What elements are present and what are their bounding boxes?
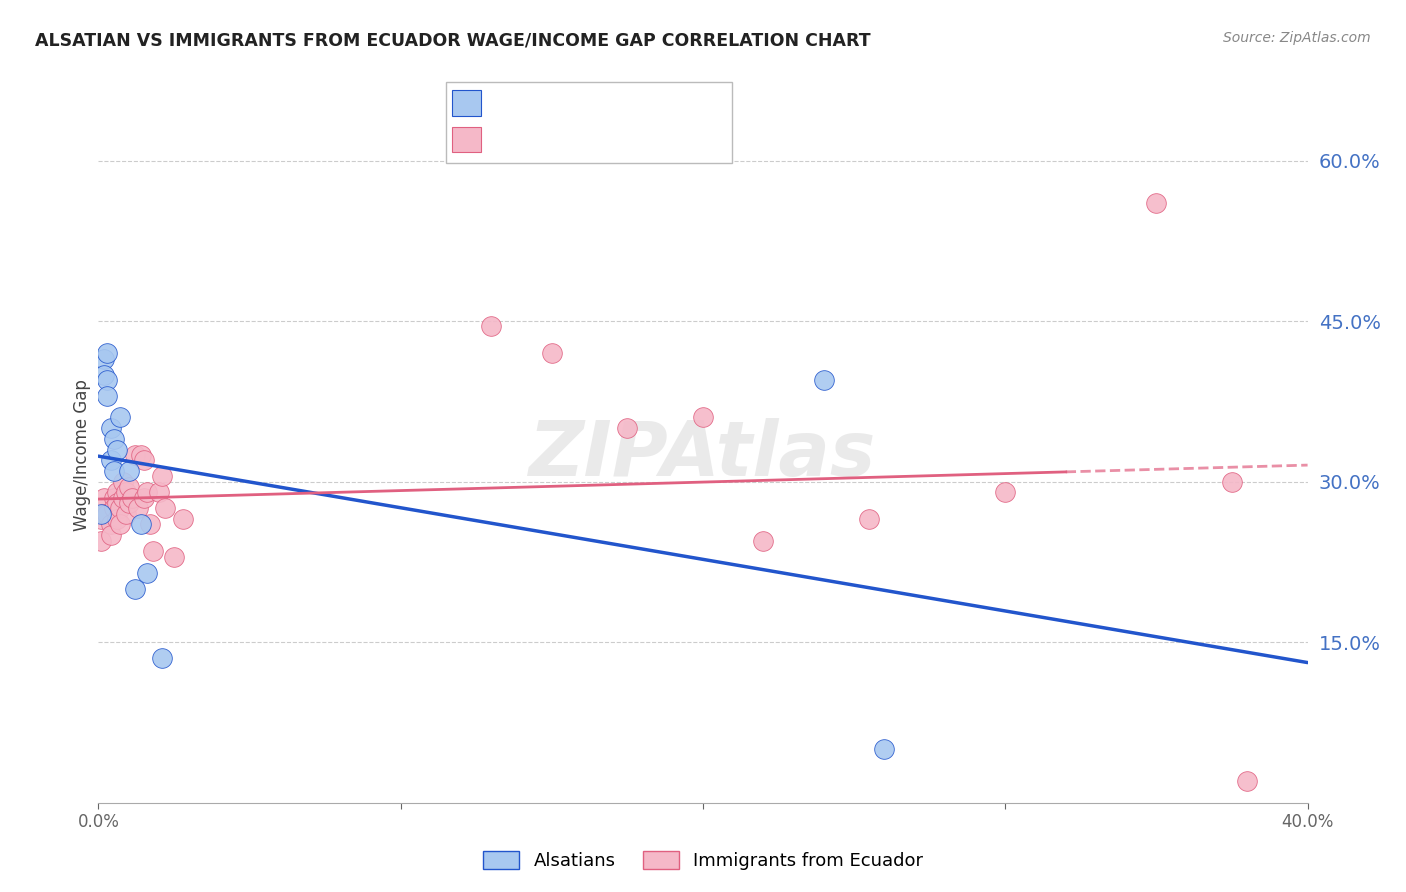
Point: [752, 533, 775, 548]
Point: [540, 346, 562, 360]
Point: [96, 507, 118, 521]
Text: ZIPAtlas: ZIPAtlas: [529, 418, 877, 491]
Y-axis label: Wage/Income Gap: Wage/Income Gap: [73, 379, 91, 531]
Point: [692, 410, 714, 425]
Point: [132, 491, 155, 505]
Text: Source: ZipAtlas.com: Source: ZipAtlas.com: [1223, 31, 1371, 45]
Point: [172, 512, 194, 526]
Point: [105, 485, 128, 500]
Point: [114, 485, 136, 500]
Point: [93, 368, 115, 382]
Point: [1144, 196, 1167, 211]
Point: [163, 549, 186, 564]
Bar: [451, 127, 481, 153]
Point: [124, 582, 146, 596]
Point: [148, 485, 170, 500]
Point: [96, 346, 118, 360]
Text: N = 44: N = 44: [626, 130, 686, 149]
Legend: Alsatians, Immigrants from Ecuador: Alsatians, Immigrants from Ecuador: [475, 844, 931, 877]
Text: R = 0.027: R = 0.027: [494, 95, 581, 112]
Point: [121, 491, 143, 505]
Point: [873, 742, 896, 756]
Point: [129, 517, 152, 532]
Point: [118, 496, 141, 510]
Point: [129, 448, 152, 462]
Text: R = 0.150: R = 0.150: [494, 130, 581, 149]
Point: [139, 517, 162, 532]
Point: [132, 453, 155, 467]
Point: [108, 501, 131, 516]
Point: [96, 389, 118, 403]
Text: N = 19: N = 19: [626, 95, 686, 112]
Point: [100, 528, 122, 542]
Point: [90, 507, 112, 521]
Point: [1236, 774, 1258, 789]
Point: [150, 469, 173, 483]
Point: [93, 491, 115, 505]
Point: [858, 512, 880, 526]
Point: [105, 442, 128, 457]
Point: [111, 491, 134, 505]
Point: [100, 421, 122, 435]
Point: [127, 501, 149, 516]
Point: [124, 448, 146, 462]
Point: [481, 319, 503, 334]
Point: [135, 485, 157, 500]
Point: [994, 485, 1017, 500]
Point: [103, 432, 125, 446]
Point: [142, 544, 165, 558]
Point: [90, 512, 112, 526]
Point: [150, 651, 173, 665]
Point: [153, 501, 176, 516]
Point: [100, 517, 122, 532]
Point: [118, 480, 141, 494]
Point: [90, 533, 112, 548]
Point: [105, 496, 128, 510]
Point: [108, 517, 131, 532]
Point: [616, 421, 638, 435]
Point: [108, 410, 131, 425]
Point: [103, 464, 125, 478]
Point: [135, 566, 157, 580]
Point: [111, 475, 134, 489]
Point: [114, 507, 136, 521]
Point: [100, 453, 122, 467]
Text: ALSATIAN VS IMMIGRANTS FROM ECUADOR WAGE/INCOME GAP CORRELATION CHART: ALSATIAN VS IMMIGRANTS FROM ECUADOR WAGE…: [35, 31, 870, 49]
Point: [103, 491, 125, 505]
FancyBboxPatch shape: [446, 82, 733, 163]
Point: [96, 373, 118, 387]
Point: [105, 512, 128, 526]
Point: [118, 464, 141, 478]
Point: [93, 351, 115, 366]
Bar: [451, 90, 481, 116]
Point: [93, 507, 115, 521]
Point: [1220, 475, 1243, 489]
Point: [103, 501, 125, 516]
Point: [813, 373, 835, 387]
